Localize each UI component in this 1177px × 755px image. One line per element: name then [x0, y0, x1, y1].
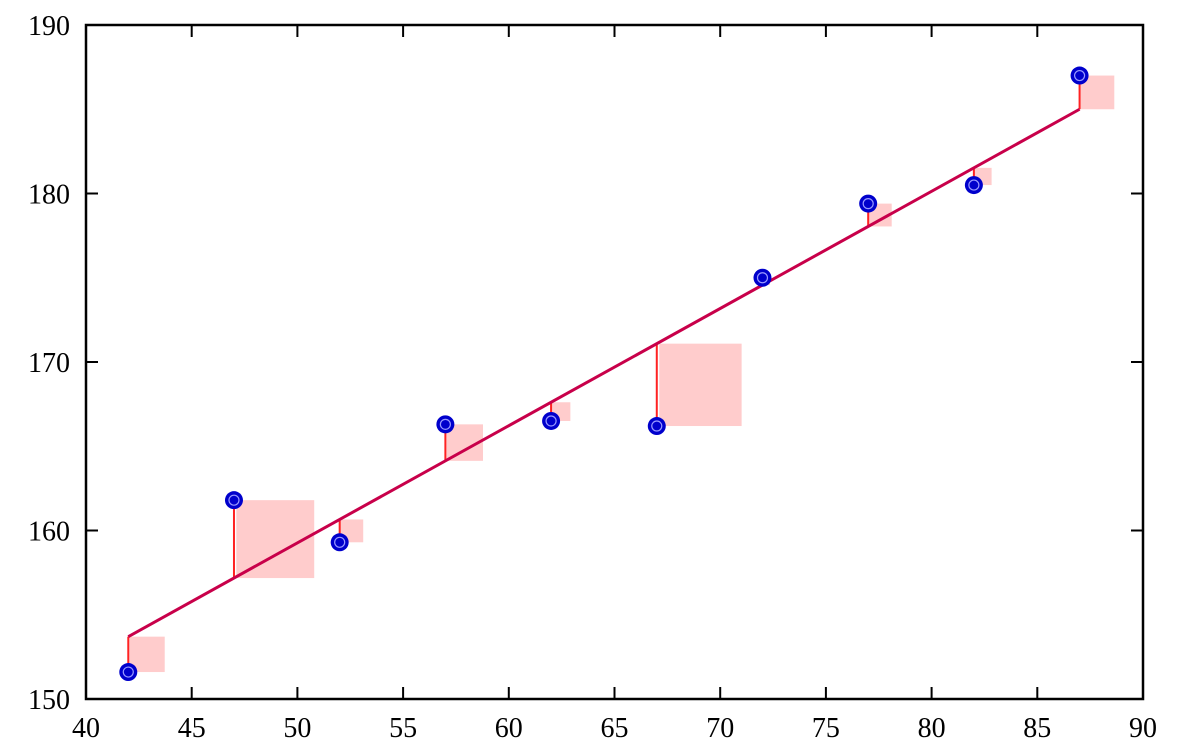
x-tick-label: 90	[1129, 713, 1157, 744]
data-point	[1070, 66, 1089, 85]
data-point-ring	[862, 198, 874, 210]
data-point	[436, 415, 455, 434]
x-tick-label: 55	[389, 713, 417, 744]
data-point-marker	[119, 663, 138, 682]
data-point-marker	[647, 417, 666, 436]
data-point-marker	[964, 176, 983, 195]
x-tick-label: 75	[812, 713, 840, 744]
data-point	[753, 268, 772, 287]
data-point-marker	[330, 533, 349, 552]
data-points	[119, 66, 1089, 682]
x-tick-label: 50	[283, 713, 311, 744]
data-point	[964, 176, 983, 195]
x-tick-label: 85	[1023, 713, 1051, 744]
residual-square	[129, 636, 165, 673]
plot-frame	[84, 23, 1145, 701]
y-tick-label: 150	[28, 685, 70, 716]
fit-line-layer	[127, 107, 1081, 638]
data-point	[542, 411, 561, 430]
data-point-ring	[545, 415, 557, 427]
data-point-ring	[651, 420, 663, 432]
x-tick-label: 45	[178, 713, 206, 744]
data-point	[647, 417, 666, 436]
x-tick-labels: 40 45 50 55 60 65 70 75 80 85 90	[72, 713, 1157, 744]
x-tick-label: 70	[706, 713, 734, 744]
x-tick-label: 60	[495, 713, 523, 744]
data-point-ring	[122, 666, 134, 678]
y-tick-label: 160	[28, 517, 70, 548]
residual-squares	[129, 75, 1115, 673]
x-tick-label: 80	[918, 713, 946, 744]
data-point	[224, 491, 243, 510]
data-point-marker	[1070, 66, 1089, 85]
y-tick-label: 180	[28, 180, 70, 211]
data-point-ring	[1073, 69, 1086, 82]
fit-line	[127, 107, 1081, 638]
x-tick-label: 40	[72, 713, 100, 744]
y-tick-labels: 150 160 170 180 190	[28, 11, 70, 716]
data-point-marker	[224, 491, 243, 510]
data-point	[330, 533, 349, 552]
axis-ticks	[86, 25, 1143, 699]
data-point-ring	[439, 418, 451, 430]
data-point-marker	[436, 415, 455, 434]
y-tick-label: 190	[28, 11, 70, 42]
x-tick-label: 65	[601, 713, 629, 744]
data-point-ring	[334, 536, 346, 548]
data-point-marker	[859, 194, 878, 213]
data-point-ring	[228, 494, 240, 506]
data-point-ring	[968, 179, 980, 191]
data-point-marker	[542, 411, 561, 430]
data-point	[119, 663, 138, 682]
data-point-marker	[753, 268, 772, 287]
data-point-ring	[756, 272, 769, 284]
data-point	[859, 194, 878, 213]
residual-square	[659, 343, 742, 427]
y-tick-label: 170	[28, 348, 70, 379]
